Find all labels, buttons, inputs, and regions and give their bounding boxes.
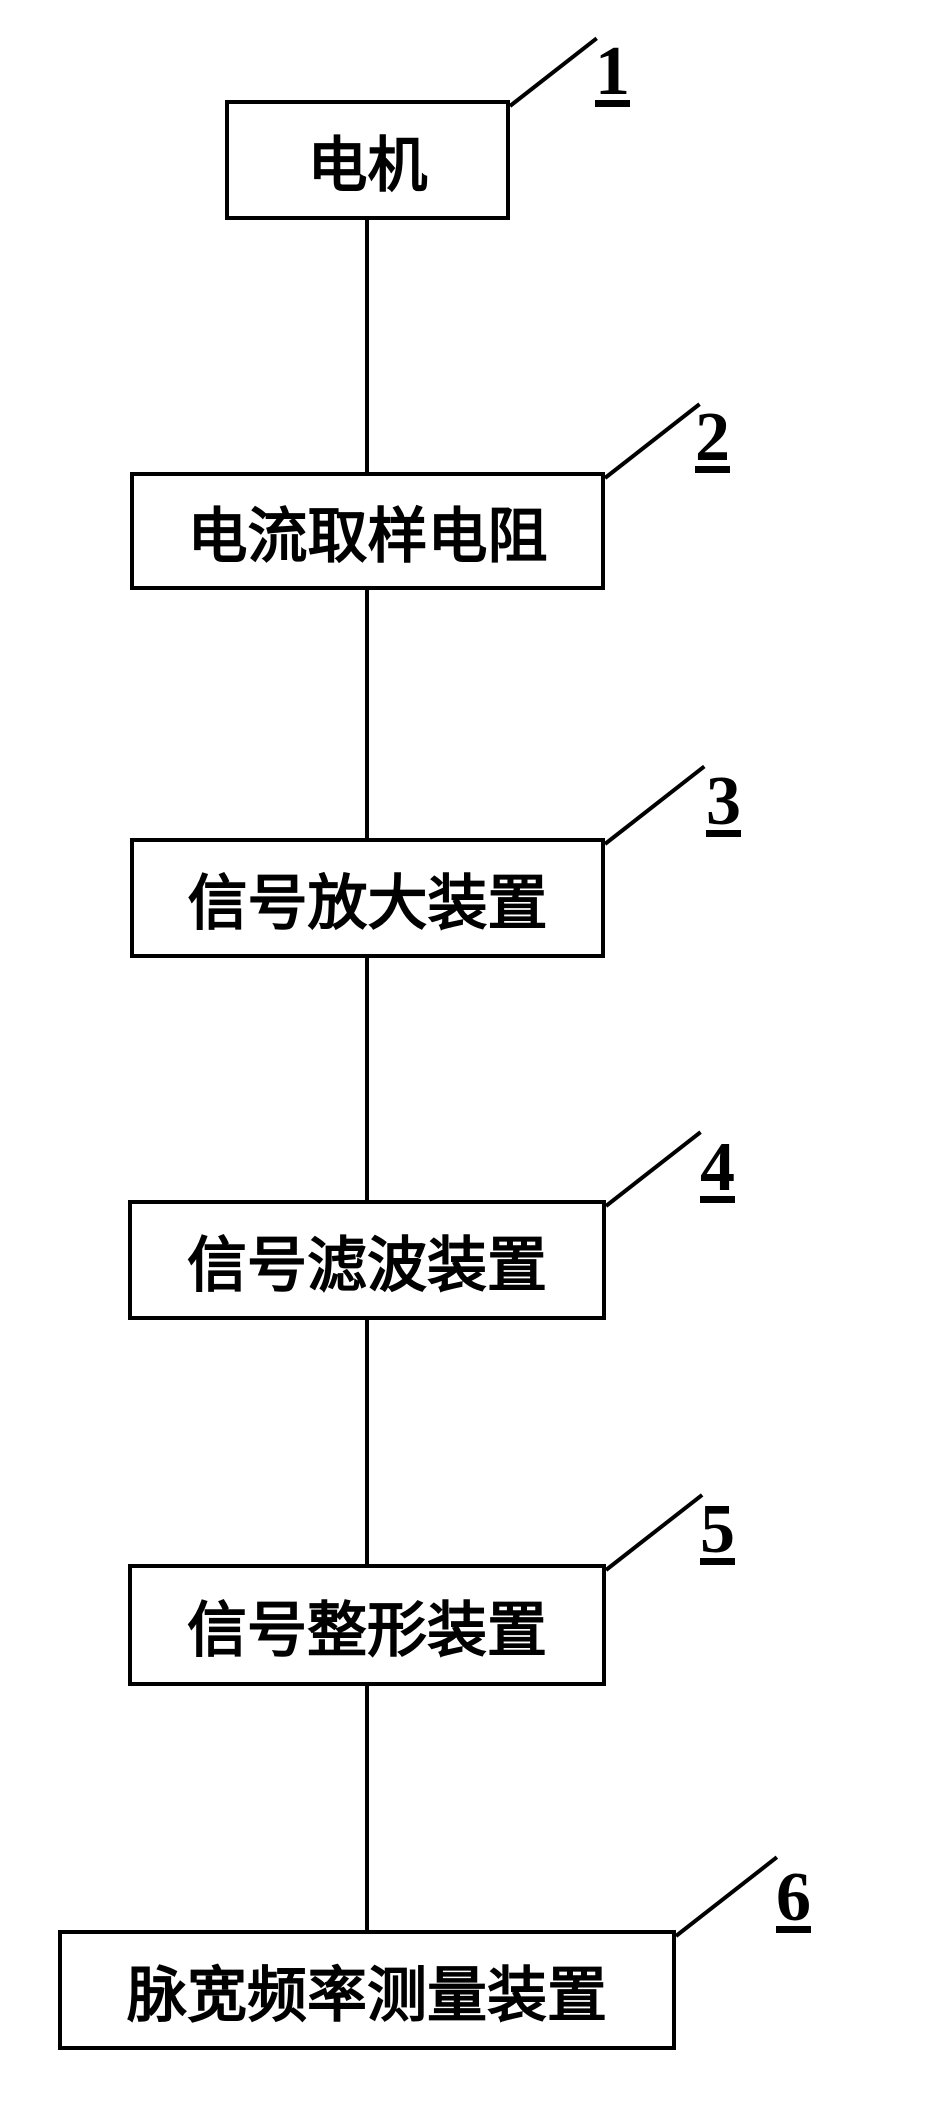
block-label: 信号放大装置 — [188, 855, 548, 942]
connector-4-5 — [365, 1320, 369, 1564]
label-line-5 — [605, 1493, 704, 1571]
block-signal-filter: 信号滤波装置 — [128, 1200, 606, 1320]
block-signal-amplifier: 信号放大装置 — [130, 838, 605, 958]
label-number-2: 2 — [695, 398, 730, 478]
connector-2-3 — [365, 590, 369, 838]
label-line-2 — [604, 403, 701, 480]
block-current-sampling-resistor: 电流取样电阻 — [130, 472, 605, 590]
label-line-3 — [604, 765, 706, 846]
flowchart-diagram: 电机 1 电流取样电阻 2 信号放大装置 3 信号滤波装置 4 信号整形装置 5… — [0, 0, 934, 2112]
block-label: 信号滤波装置 — [187, 1217, 547, 1304]
label-number-5: 5 — [700, 1490, 735, 1570]
label-line-4 — [605, 1131, 702, 1208]
block-motor: 电机 — [225, 100, 510, 220]
label-number-3: 3 — [706, 762, 741, 842]
block-label: 电流取样电阻 — [188, 488, 548, 575]
label-number-4: 4 — [700, 1128, 735, 1208]
connector-3-4 — [365, 958, 369, 1200]
label-number-1: 1 — [595, 32, 630, 112]
block-label: 脉宽频率测量装置 — [127, 1947, 607, 2034]
label-line-1 — [509, 37, 598, 108]
block-pulse-width-frequency-measurement: 脉宽频率测量装置 — [58, 1930, 676, 2050]
label-number-6: 6 — [776, 1858, 811, 1938]
connector-1-2 — [365, 220, 369, 472]
label-line-6 — [675, 1856, 778, 1938]
block-label: 电机 — [308, 117, 428, 204]
block-signal-shaper: 信号整形装置 — [128, 1564, 606, 1686]
block-label: 信号整形装置 — [187, 1582, 547, 1669]
connector-5-6 — [365, 1686, 369, 1930]
